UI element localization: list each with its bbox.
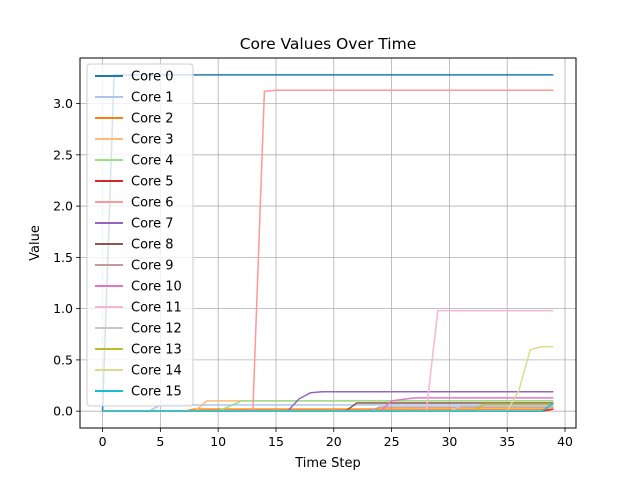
y-tick-label: 1.5: [53, 250, 73, 265]
y-tick-label: 3.0: [53, 96, 73, 111]
x-tick-label: 20: [326, 434, 342, 449]
legend-box: [86, 63, 194, 407]
x-tick-label: 30: [441, 434, 457, 449]
x-tick-label: 0: [99, 434, 107, 449]
legend-label: Core 12: [131, 322, 182, 337]
y-tick-label: 0.0: [53, 404, 73, 419]
plot-frame: [79, 57, 577, 429]
legend-label: Core 10: [131, 280, 182, 295]
legend-label: Core 15: [131, 385, 182, 400]
axis-ticks: 0 5 10 15 20 25 30 35 40 0.0 0.5 1.0 1.5 2.0 2.5 3.0: [53, 96, 573, 449]
legend-label: Core 7: [131, 217, 174, 232]
series-line-core-15: [102, 402, 554, 412]
legend-label: Core 11: [131, 301, 182, 316]
x-axis-title: Time Step: [294, 456, 361, 471]
chart-title: Core Values Over Time: [240, 35, 417, 53]
legend: Core 0 Core 1 Core 2 Core 3 Core 4 Core 5 Core…: [86, 63, 194, 407]
x-tick-label: 10: [210, 434, 226, 449]
legend-label: Core 8: [131, 238, 174, 253]
legend-label: Core 6: [131, 196, 174, 211]
legend-label: Core 2: [131, 112, 174, 127]
legend-label: Core 0: [131, 70, 174, 85]
legend-label: Core 1: [131, 91, 174, 106]
y-tick-label: 0.5: [53, 352, 73, 367]
y-tick-label: 2.0: [53, 199, 73, 214]
y-tick-label: 2.5: [53, 147, 73, 162]
y-tick-label: 1.0: [53, 301, 73, 316]
legend-label: Core 4: [131, 154, 174, 169]
y-axis-title: Value: [28, 225, 43, 261]
series-lines: [101, 74, 554, 412]
x-tick-label: 35: [499, 434, 515, 449]
x-tick-label: 25: [384, 434, 400, 449]
x-tick-label: 5: [156, 434, 164, 449]
legend-label: Core 5: [131, 175, 174, 190]
legend-label: Core 9: [131, 259, 174, 274]
x-tick-label: 40: [557, 434, 573, 449]
legend-label: Core 13: [131, 343, 182, 358]
legend-label: Core 14: [131, 364, 182, 379]
legend-label: Core 3: [131, 133, 174, 148]
x-tick-label: 15: [268, 434, 284, 449]
